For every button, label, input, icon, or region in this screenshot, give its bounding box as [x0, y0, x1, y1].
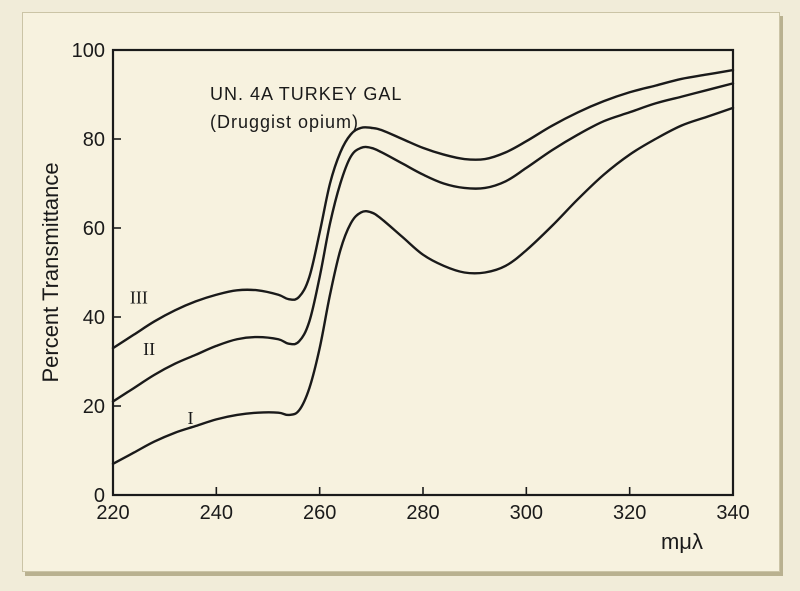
x-tick-label: 260 — [303, 502, 336, 524]
x-tick-label: 280 — [406, 502, 439, 524]
plot-title-line: UN. 4A TURKEY GAL — [210, 84, 402, 104]
x-tick-label: 240 — [200, 502, 233, 524]
plot-frame — [113, 50, 733, 495]
series-label-II: II — [143, 339, 155, 359]
y-tick-label: 0 — [94, 485, 105, 507]
transmittance-chart: 220240260280300320340020406080100mμλPerc… — [0, 0, 800, 591]
x-tick-label: 340 — [716, 502, 749, 524]
y-tick-label: 40 — [83, 307, 105, 329]
y-tick-label: 100 — [72, 40, 105, 62]
page-root: 220240260280300320340020406080100mμλPerc… — [0, 0, 800, 591]
x-tick-label: 300 — [510, 502, 543, 524]
y-tick-label: 60 — [83, 218, 105, 240]
y-axis-title: Percent Transmittance — [38, 162, 63, 382]
series-label-I: I — [188, 408, 194, 428]
y-tick-label: 20 — [83, 396, 105, 418]
series-II — [113, 83, 733, 401]
series-III — [113, 70, 733, 348]
plot-title-line: (Druggist opium) — [210, 112, 359, 132]
x-tick-label: 320 — [613, 502, 646, 524]
series-label-III: III — [130, 288, 148, 308]
y-tick-label: 80 — [83, 129, 105, 151]
x-axis-title: mμλ — [661, 529, 703, 554]
series-I — [113, 108, 733, 464]
